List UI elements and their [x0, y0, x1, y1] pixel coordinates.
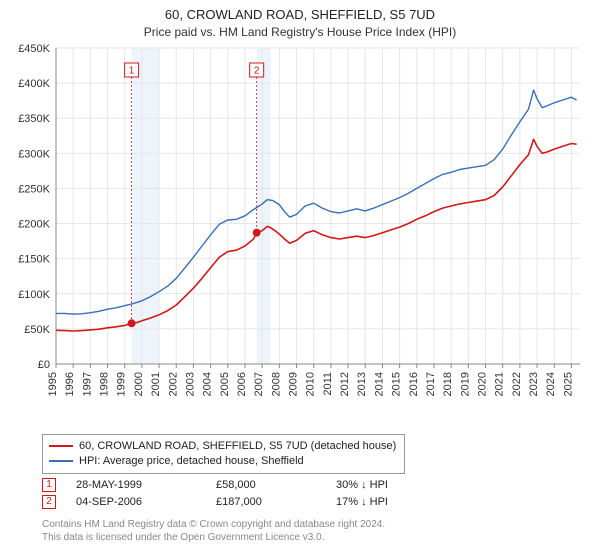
- svg-text:1997: 1997: [81, 372, 93, 396]
- svg-text:2003: 2003: [184, 372, 196, 396]
- svg-text:2023: 2023: [528, 372, 540, 396]
- svg-text:2021: 2021: [494, 372, 506, 396]
- svg-text:2013: 2013: [356, 372, 368, 396]
- sales-table: 1 28-MAY-1999 £58,000 30% ↓ HPI 2 04-SEP…: [42, 476, 388, 510]
- svg-text:2014: 2014: [373, 372, 385, 396]
- legend-swatch-property: [49, 445, 73, 447]
- sale-row: 2 04-SEP-2006 £187,000 17% ↓ HPI: [42, 493, 388, 510]
- svg-text:2010: 2010: [305, 372, 317, 396]
- sale-marker-number: 2: [46, 496, 52, 507]
- svg-text:2024: 2024: [545, 372, 557, 396]
- svg-text:£250K: £250K: [18, 183, 50, 195]
- svg-text:1996: 1996: [64, 372, 76, 396]
- svg-text:2004: 2004: [202, 372, 214, 396]
- sale-date: 04-SEP-2006: [76, 496, 216, 508]
- svg-text:£0: £0: [38, 359, 50, 371]
- svg-text:£150K: £150K: [18, 254, 50, 266]
- svg-text:2015: 2015: [391, 372, 403, 396]
- svg-text:£350K: £350K: [18, 113, 50, 125]
- sale-marker-icon: 2: [42, 495, 56, 509]
- legend-item: HPI: Average price, detached house, Shef…: [49, 454, 396, 469]
- svg-text:2012: 2012: [339, 372, 351, 396]
- svg-text:2007: 2007: [253, 372, 265, 396]
- svg-text:2001: 2001: [150, 372, 162, 396]
- sale-marker-number: 1: [46, 479, 52, 490]
- sale-price: £187,000: [216, 496, 336, 508]
- chart-subtitle: Price paid vs. HM Land Registry's House …: [0, 24, 600, 39]
- sale-delta: 17% ↓ HPI: [336, 496, 388, 508]
- legend: 60, CROWLAND ROAD, SHEFFIELD, S5 7UD (de…: [42, 434, 405, 474]
- chart-area: £0 £50K £100K £150K £200K £250K £300K £350K £400…: [0, 44, 600, 424]
- svg-text:1999: 1999: [116, 372, 128, 396]
- chart-title: 60, CROWLAND ROAD, SHEFFIELD, S5 7UD: [0, 0, 600, 24]
- svg-text:1: 1: [129, 66, 135, 77]
- svg-text:2005: 2005: [219, 372, 231, 396]
- disclaimer-line: This data is licensed under the Open Gov…: [42, 531, 385, 544]
- svg-text:2006: 2006: [236, 372, 248, 396]
- svg-text:£50K: £50K: [24, 324, 50, 336]
- svg-text:2009: 2009: [288, 372, 300, 396]
- sale-delta: 30% ↓ HPI: [336, 479, 388, 491]
- sale-date: 28-MAY-1999: [76, 479, 216, 491]
- sale-price: £58,000: [216, 479, 336, 491]
- svg-text:2025: 2025: [562, 372, 574, 396]
- disclaimer-line: Contains HM Land Registry data © Crown c…: [42, 518, 385, 531]
- svg-text:2022: 2022: [511, 372, 523, 396]
- legend-label: 60, CROWLAND ROAD, SHEFFIELD, S5 7UD (de…: [79, 439, 396, 454]
- svg-text:£200K: £200K: [18, 219, 50, 231]
- sale-marker-icon: 1: [42, 478, 56, 492]
- svg-text:2011: 2011: [322, 372, 334, 396]
- svg-text:2002: 2002: [167, 372, 179, 396]
- svg-text:1995: 1995: [47, 372, 59, 396]
- svg-text:£400K: £400K: [18, 78, 50, 90]
- legend-label: HPI: Average price, detached house, Shef…: [79, 454, 304, 469]
- svg-text:2017: 2017: [425, 372, 437, 396]
- svg-text:2016: 2016: [408, 372, 420, 396]
- legend-swatch-hpi: [49, 460, 73, 462]
- svg-text:2019: 2019: [459, 372, 471, 396]
- svg-text:£100K: £100K: [18, 289, 50, 301]
- chart-svg: £0 £50K £100K £150K £200K £250K £300K £350K £400…: [0, 44, 600, 424]
- svg-text:2018: 2018: [442, 372, 454, 396]
- disclaimer: Contains HM Land Registry data © Crown c…: [42, 518, 385, 544]
- svg-text:2020: 2020: [477, 372, 489, 396]
- svg-text:£450K: £450K: [18, 44, 50, 55]
- svg-text:2008: 2008: [270, 372, 282, 396]
- svg-text:1998: 1998: [99, 372, 111, 396]
- svg-text:2000: 2000: [133, 372, 145, 396]
- svg-text:2: 2: [254, 66, 260, 77]
- sale-row: 1 28-MAY-1999 £58,000 30% ↓ HPI: [42, 476, 388, 493]
- svg-text:£300K: £300K: [18, 148, 50, 160]
- legend-item: 60, CROWLAND ROAD, SHEFFIELD, S5 7UD (de…: [49, 439, 396, 454]
